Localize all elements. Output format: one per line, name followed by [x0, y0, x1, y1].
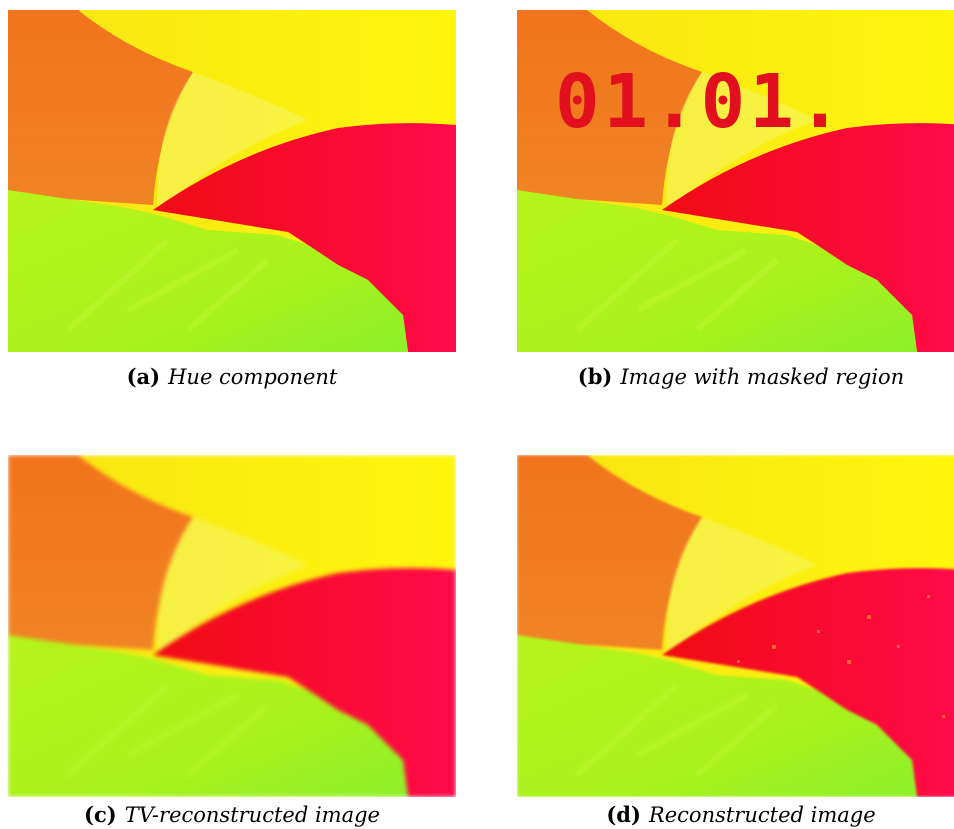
caption-d-label: (d): [606, 802, 641, 827]
caption-b-text: Image with masked region: [620, 365, 905, 389]
caption-b: (b) Image with masked region: [517, 364, 954, 389]
caption-a: (a) Hue component: [8, 364, 456, 389]
tv-reconstructed-image: [8, 455, 456, 797]
caption-c: (c) TV-reconstructed image: [8, 802, 456, 827]
hue-scene: [8, 10, 456, 352]
caption-b-label: (b): [577, 364, 613, 389]
caption-d-text: Reconstructed image: [648, 803, 876, 827]
caption-d: (d) Reconstructed image: [517, 802, 954, 827]
caption-c-text: TV-reconstructed image: [124, 803, 380, 827]
caption-a-label: (a): [126, 364, 161, 389]
mask-overlay-text: 01.01.: [555, 59, 847, 145]
masked-region-image: 01.01.: [517, 10, 954, 352]
tv-scene: [8, 455, 456, 797]
caption-c-label: (c): [84, 802, 117, 827]
caption-a-text: Hue component: [168, 365, 338, 389]
reconstructed-scene: [517, 455, 954, 797]
reconstructed-image: [517, 455, 954, 797]
hue-component-image: [8, 10, 456, 352]
